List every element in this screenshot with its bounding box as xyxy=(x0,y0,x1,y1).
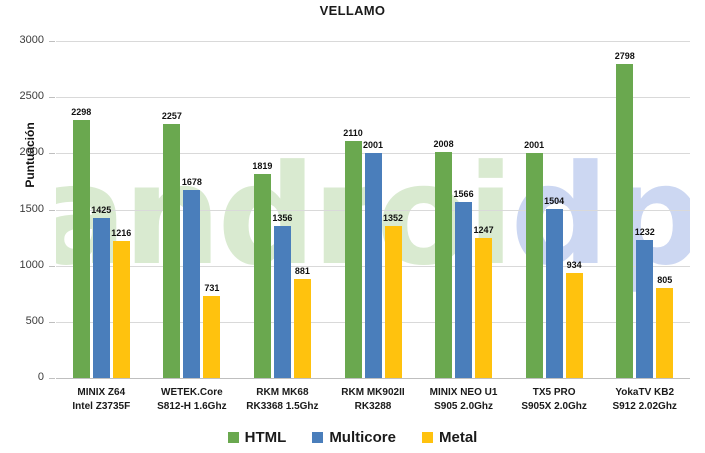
y-tick-mark-2500 xyxy=(49,97,55,99)
bar-value-label-multicore-1: 1678 xyxy=(181,176,202,187)
y-tick-label-2000: 2000 xyxy=(19,146,44,159)
bar-value-label-multicore-0: 1425 xyxy=(91,204,112,215)
bar-multicore-1 xyxy=(183,189,201,378)
y-tick-label-3000: 3000 xyxy=(19,34,44,46)
legend-item-metal[interactable]: Metal xyxy=(422,429,477,446)
y-tick-label-1500: 1500 xyxy=(19,202,44,215)
bar-html-6 xyxy=(616,63,634,378)
x-category-label-0-line-0: MINIX Z64 xyxy=(77,387,126,398)
x-category-label-2-line-1: RK3368 1.5Ghz xyxy=(246,401,319,412)
gridline-3000 xyxy=(56,41,690,42)
bar-value-label-html-5: 2001 xyxy=(524,140,545,151)
gridline-0 xyxy=(56,378,690,379)
bar-value-label-metal-2: 881 xyxy=(294,266,310,277)
bar-metal-0 xyxy=(112,241,130,378)
x-category-label-3-line-0: RKM MK902II xyxy=(341,387,405,398)
y-tick-mark-1000 xyxy=(49,265,55,267)
x-category-label-0: MINIX Z64 Intel Z3735F xyxy=(56,386,147,414)
bar-value-label-metal-5: 934 xyxy=(566,260,582,271)
bar-metal-3 xyxy=(384,226,402,378)
x-category-label-6-line-1: S912 2.02Ghz xyxy=(612,401,677,412)
bar-metal-6 xyxy=(656,287,674,378)
bar-value-label-metal-1: 731 xyxy=(204,282,220,293)
x-category-label-6: YokaTV KB2 S912 2.02Ghz xyxy=(599,386,690,414)
bar-value-label-html-2: 1819 xyxy=(252,160,273,171)
bar-multicore-5 xyxy=(545,209,563,378)
bar-metal-4 xyxy=(475,237,493,378)
x-category-label-2-line-0: RKM MK68 xyxy=(256,387,309,398)
legend-label-metal: Metal xyxy=(439,429,478,446)
bar-value-label-metal-6: 805 xyxy=(657,274,673,285)
bar-value-label-html-4: 2008 xyxy=(433,139,454,150)
bar-value-label-html-6: 2798 xyxy=(614,50,635,61)
x-category-label-1-line-0: WETEK.Core xyxy=(161,387,223,398)
x-category-label-3-line-1: RK3288 xyxy=(354,401,392,412)
bar-value-label-html-1: 2257 xyxy=(161,111,182,122)
bar-value-label-multicore-2: 1356 xyxy=(272,212,293,223)
x-category-label-5-line-0: TX5 PRO xyxy=(532,387,576,398)
y-tick-mark-500 xyxy=(49,321,55,323)
bar-metal-5 xyxy=(565,273,583,378)
y-tick-mark-1500 xyxy=(49,209,55,211)
bar-value-label-metal-0: 1216 xyxy=(111,228,132,239)
bar-value-label-metal-4: 1247 xyxy=(473,224,494,235)
legend-swatch-metal xyxy=(422,432,433,443)
chart-legend: HTML Multicore Metal xyxy=(0,429,705,446)
y-tick-label-500: 500 xyxy=(25,314,44,327)
bar-value-label-metal-3: 1352 xyxy=(382,213,404,224)
bar-multicore-4 xyxy=(455,202,473,378)
legend-swatch-html xyxy=(227,432,239,443)
legend-label-multicore: Multicore xyxy=(329,429,396,446)
bar-value-label-multicore-6: 1232 xyxy=(634,226,655,237)
bar-value-label-html-3: 2110 xyxy=(343,127,363,138)
y-tick-mark-3000 xyxy=(49,41,55,42)
x-category-label-1: WETEK.Core S812-H 1.6Ghz xyxy=(147,386,238,414)
x-category-label-1-line-1: S812-H 1.6Ghz xyxy=(157,401,227,412)
bar-multicore-3 xyxy=(364,153,382,378)
x-category-label-6-line-0: YokaTV KB2 xyxy=(615,387,675,398)
legend-label-html: HTML xyxy=(244,429,287,446)
bar-html-0 xyxy=(72,119,90,378)
bar-value-label-multicore-5: 1504 xyxy=(544,196,565,207)
y-tick-mark-0 xyxy=(49,378,55,379)
bar-html-4 xyxy=(435,152,453,378)
bar-value-label-multicore-3: 2001 xyxy=(362,140,384,151)
x-category-label-5: TX5 PRO S905X 2.0Ghz xyxy=(509,386,600,414)
legend-item-multicore[interactable]: Multicore xyxy=(312,429,396,446)
x-category-label-4-line-0: MINIX NEO U1 xyxy=(429,387,498,398)
legend-swatch-multicore xyxy=(312,432,324,443)
legend-item-html[interactable]: HTML xyxy=(227,429,287,446)
y-tick-mark-2000 xyxy=(49,153,55,155)
bar-metal-2 xyxy=(293,279,311,378)
y-tick-label-0: 0 xyxy=(37,371,44,383)
bar-multicore-6 xyxy=(636,239,654,378)
x-category-label-0-line-1: Intel Z3735F xyxy=(72,401,131,412)
bar-value-label-html-0: 2298 xyxy=(71,106,92,117)
x-category-label-4: MINIX NEO U1 S905 2.0Ghz xyxy=(418,386,509,414)
gridline-2500 xyxy=(56,97,690,99)
chart-title: VELLAMO xyxy=(319,3,386,18)
bar-metal-1 xyxy=(203,295,221,378)
x-category-label-3: RKM MK902II RK3288 xyxy=(328,386,419,414)
x-category-label-5-line-1: S905X 2.0Ghz xyxy=(521,401,587,412)
bar-html-2 xyxy=(253,173,271,378)
bar-html-5 xyxy=(525,153,543,378)
bar-multicore-2 xyxy=(273,225,291,378)
bar-html-3 xyxy=(344,140,362,378)
x-category-label-2: RKM MK68 RK3368 1.5Ghz xyxy=(237,386,328,414)
plot-area: androidpc 229814251216225716787311819135… xyxy=(56,41,690,379)
bar-multicore-0 xyxy=(92,217,110,378)
x-category-label-4-line-1: S905 2.0Ghz xyxy=(434,401,494,412)
y-tick-label-2500: 2500 xyxy=(19,90,44,103)
y-tick-label-1000: 1000 xyxy=(19,258,44,271)
bar-html-1 xyxy=(163,124,181,378)
bar-value-label-multicore-4: 1566 xyxy=(453,189,474,200)
